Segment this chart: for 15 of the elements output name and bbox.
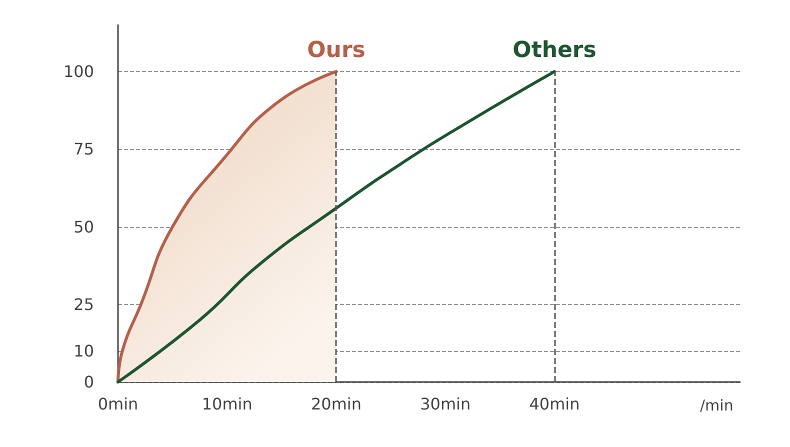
y-tick-label: 0 [84, 372, 94, 392]
x-tick-label: 20min [310, 394, 362, 414]
y-tick-label: 25 [74, 294, 94, 314]
x-tick-label: 10min [202, 394, 252, 414]
x-axis-title: /min [700, 396, 734, 414]
y-tick-label: 100 [63, 62, 94, 82]
x-tick-label: 0min [98, 394, 138, 414]
y-tick-label: 50 [74, 217, 94, 236]
y-tick-label: 75 [74, 140, 94, 159]
x-tick-label: 30min [420, 394, 471, 414]
x-tick-label: 40min [529, 394, 580, 414]
series-label: Ours [307, 38, 366, 64]
series-label: Others [512, 38, 596, 64]
y-tick-label: 10 [74, 341, 94, 360]
line-series [116, 70, 556, 384]
